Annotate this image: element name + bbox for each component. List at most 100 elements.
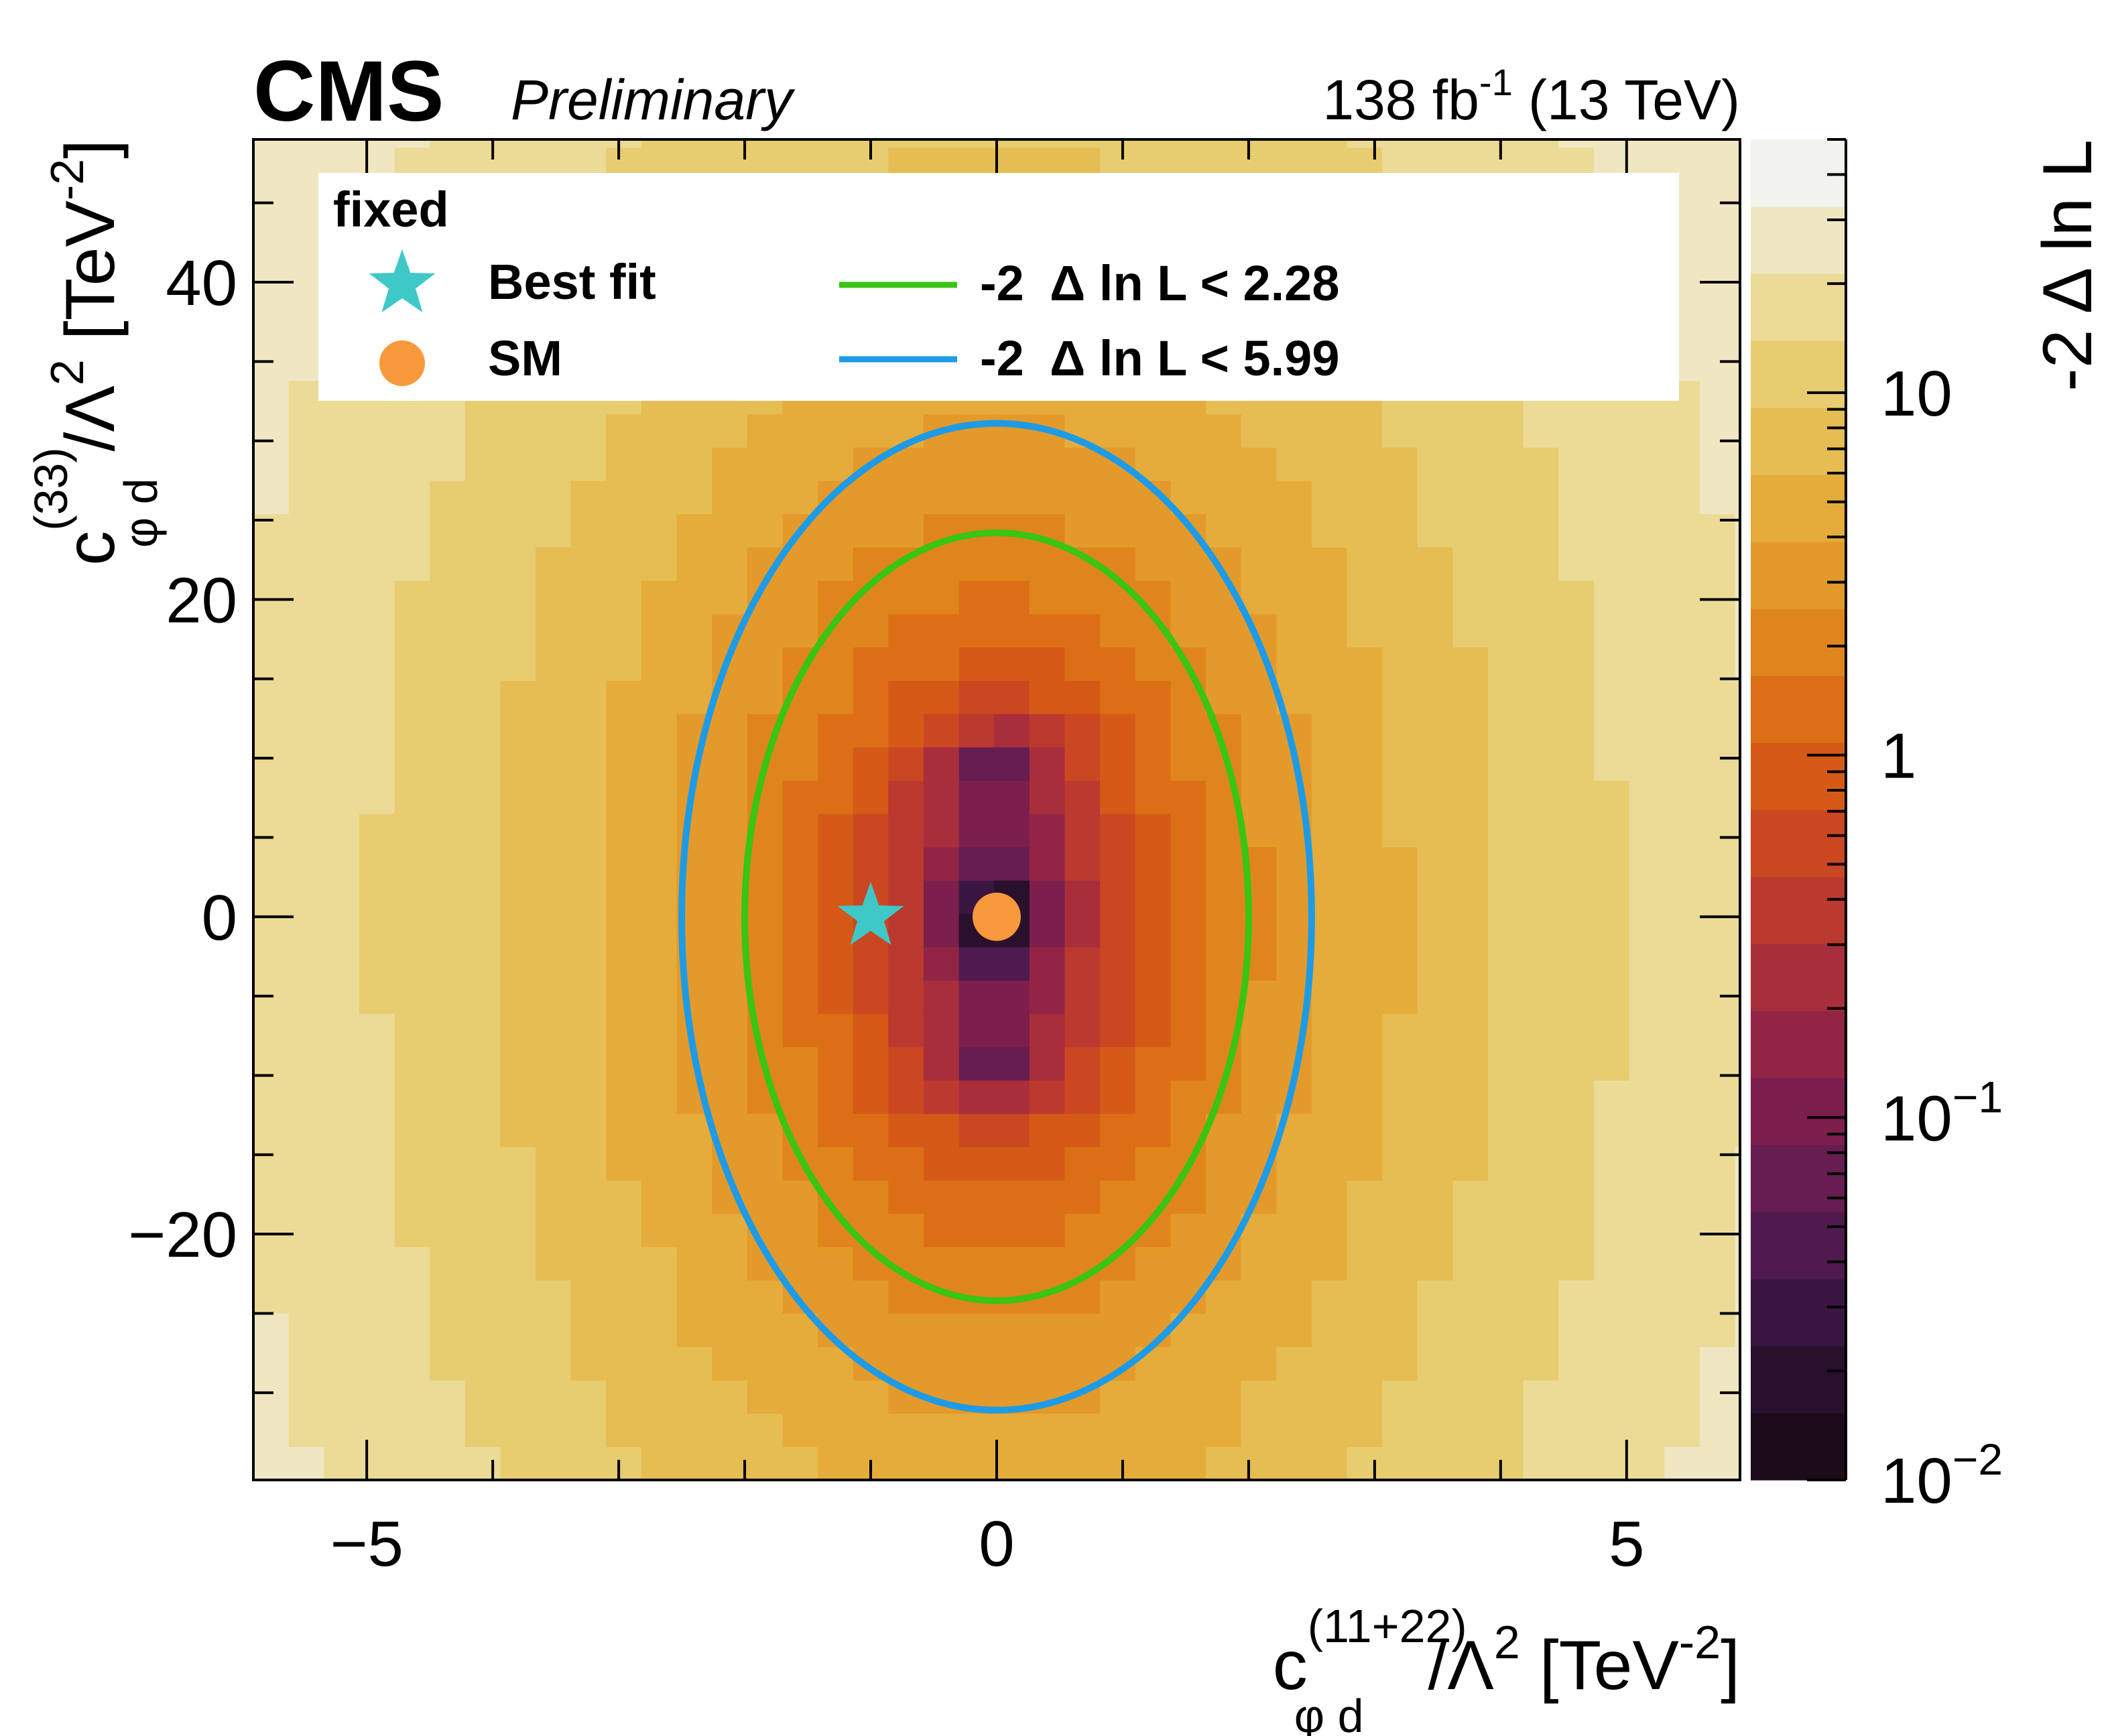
heatmap-cell [1276,1247,1312,1281]
heatmap-cell [288,647,324,681]
heatmap-cell [1488,1347,1524,1381]
heatmap-cell [1100,1180,1136,1214]
heatmap-cell [676,414,712,448]
heatmap-cell [1558,946,1595,981]
heatmap-cell [853,980,889,1014]
heatmap-cell [464,513,501,548]
heatmap-cell [1347,1379,1383,1414]
heatmap-cell [641,914,678,948]
heatmap-cell [958,1446,995,1480]
heatmap-cell [606,414,642,448]
heatmap-cell [1523,713,1559,748]
heatmap-cell [676,1313,712,1347]
heatmap-cell [1417,980,1453,1014]
heatmap-cell [782,1013,818,1048]
heatmap-cell [1452,1013,1489,1048]
heatmap-cell [1029,747,1066,781]
heatmap-cell [888,946,924,981]
heatmap-cell [1170,447,1206,481]
heatmap-cell [288,347,324,381]
heatmap-cell [712,1080,748,1114]
heatmap-cell [1347,914,1383,948]
heatmap-cell [536,1446,572,1480]
heatmap-cell [430,580,466,615]
heatmap-cell [359,914,395,948]
heatmap-cell [1699,1180,1736,1214]
heatmap-cell [570,1013,607,1048]
heatmap-cell [641,1313,678,1347]
heatmap-cell [1417,1113,1453,1148]
heatmap-cell [1100,647,1136,681]
heatmap-cell [782,613,818,647]
heatmap-cell [1664,447,1700,481]
heatmap-cell [1523,813,1559,848]
heatmap-cell [994,1413,1030,1447]
heatmap-cell [394,1113,430,1148]
heatmap-cell [464,1080,501,1114]
heatmap-cell [288,713,324,748]
heatmap-cell [958,580,995,615]
heatmap-cell [782,580,818,615]
heatmap-cell [1100,513,1136,548]
colorbar: 10 1 10−1 10−2 [1751,138,2003,1517]
heatmap-cell [712,1446,748,1480]
heatmap-cell [1276,1280,1312,1314]
heatmap-cell [430,813,466,848]
heatmap-cell [394,1280,430,1314]
heatmap-cell [1135,1280,1171,1314]
heatmap-cell [1347,1147,1383,1181]
heatmap-cell [1135,680,1171,715]
heatmap-cell [1629,914,1665,948]
heatmap-cell [500,580,536,615]
heatmap-cell [1170,780,1206,814]
heatmap-cell [394,1413,430,1447]
heatmap-cell [1417,780,1453,814]
heatmap-cell [324,613,360,647]
heatmap-cell [430,1080,466,1114]
heatmap-cell [1452,580,1489,615]
heatmap-cell [853,747,889,781]
heatmap-cell [1382,1180,1418,1214]
heatmap-cell [500,1413,536,1447]
heatmap-cell [430,1446,466,1480]
heatmap-cell [1206,414,1242,448]
heatmap-cell [464,1113,501,1148]
heatmap-cell [1452,1113,1489,1148]
heatmap-cell [1311,139,1348,148]
heatmap-cell [712,447,748,481]
heatmap-cell [1735,813,1740,848]
heatmap-cell [606,713,642,748]
heatmap-cell [1064,139,1101,148]
heatmap-cell [994,613,1030,647]
heatmap-cell [359,1313,395,1347]
heatmap-cell [464,547,501,581]
heatmap-cell [818,680,854,715]
heatmap-cell [253,380,290,415]
heatmap-cell [606,1446,642,1480]
heatmap-cell [288,1213,324,1247]
heatmap-cell [1064,1347,1101,1381]
heatmap-cell [359,139,395,148]
heatmap-cell [1699,480,1736,515]
heatmap-cell [1311,547,1348,581]
heatmap-cell [958,1013,995,1048]
heatmap-cell [1311,447,1348,481]
heatmap-cell [253,1147,290,1181]
heatmap-cell [430,1180,466,1214]
heatmap-cell [994,813,1030,848]
heatmap-cell [430,139,466,148]
heatmap-cell [1664,1446,1700,1480]
heatmap-cell [1206,613,1242,647]
heatmap-cell [1699,1379,1736,1414]
heatmap-cell [994,1446,1030,1480]
colorbar-segment [1751,206,1846,274]
heatmap-cell [536,1247,572,1281]
heatmap-cell [1699,1347,1736,1381]
heatmap-cell [1311,1413,1348,1447]
heatmap-cell [1735,214,1740,248]
heatmap-cell [1135,139,1171,148]
heatmap-cell [712,1013,748,1048]
heatmap-cell [1488,1247,1524,1281]
heatmap-cell [1029,1247,1066,1281]
heatmap-cell [430,1247,466,1281]
